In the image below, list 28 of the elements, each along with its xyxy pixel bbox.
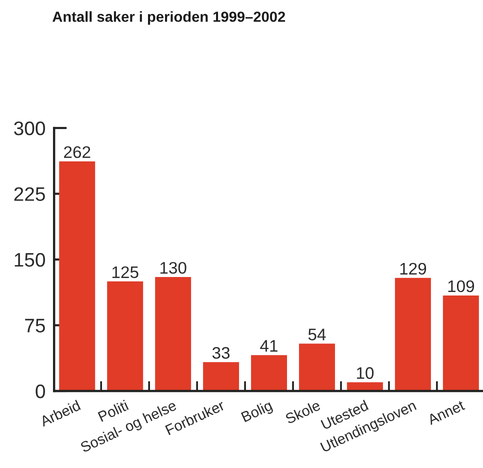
data-label: 129 bbox=[400, 262, 426, 275]
data-label: 54 bbox=[308, 328, 326, 340]
data-label: 10 bbox=[356, 367, 374, 379]
bar bbox=[155, 277, 192, 392]
bar bbox=[251, 355, 288, 392]
chart-title: Antall saker i perioden 1999–2002 bbox=[52, 11, 286, 25]
x-tick-label: Skole bbox=[284, 400, 321, 424]
bar bbox=[107, 281, 144, 392]
y-tick-label: 300 bbox=[14, 121, 46, 136]
data-label: 130 bbox=[160, 262, 186, 274]
y-tick-label: 0 bbox=[36, 384, 46, 398]
y-tick-label: 225 bbox=[14, 187, 45, 201]
bar bbox=[203, 362, 240, 392]
bar bbox=[59, 161, 96, 392]
bar bbox=[442, 295, 479, 392]
bar bbox=[346, 382, 383, 392]
bar bbox=[394, 278, 431, 392]
bar bbox=[299, 344, 335, 392]
y-tick-label: 150 bbox=[14, 252, 46, 267]
data-label: 125 bbox=[112, 266, 138, 278]
x-tick-label: Annet bbox=[426, 400, 466, 426]
data-label: 41 bbox=[260, 340, 278, 352]
x-tick-label: Politi bbox=[98, 400, 129, 422]
x-tick-label: Bolig bbox=[240, 400, 274, 425]
data-label: 33 bbox=[212, 346, 230, 359]
data-label: 109 bbox=[448, 280, 474, 292]
y-tick-label: 75 bbox=[25, 318, 45, 332]
data-label: 262 bbox=[64, 146, 90, 158]
